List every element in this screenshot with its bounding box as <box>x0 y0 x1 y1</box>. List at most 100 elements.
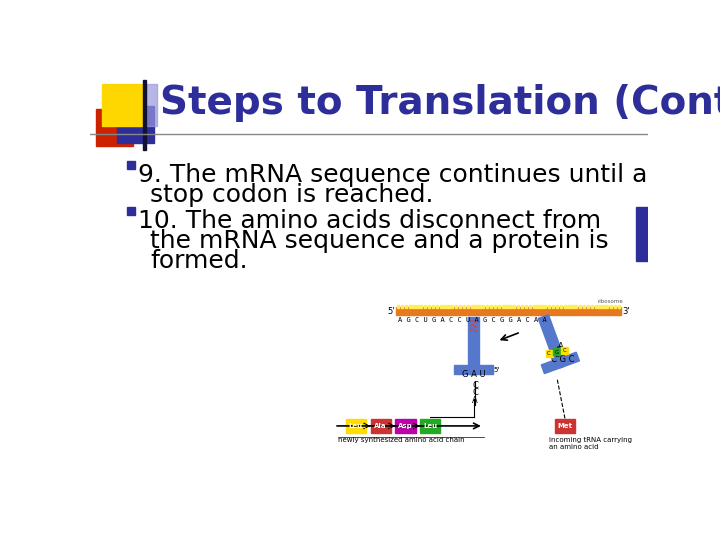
Bar <box>579 305 581 308</box>
Bar <box>546 350 553 356</box>
Bar <box>540 305 543 308</box>
Text: 3': 3' <box>622 307 630 316</box>
Bar <box>102 84 144 126</box>
Bar <box>505 305 508 308</box>
Text: Met: Met <box>557 423 572 429</box>
Bar <box>444 305 446 308</box>
Bar <box>436 305 438 308</box>
Text: G: G <box>554 349 559 354</box>
Bar <box>447 305 449 308</box>
Text: ribosome: ribosome <box>598 299 624 304</box>
Bar <box>408 305 411 308</box>
Bar <box>117 106 154 143</box>
Bar <box>614 305 616 308</box>
Bar <box>536 305 539 308</box>
Bar <box>405 305 407 308</box>
Text: formed.: formed. <box>150 249 248 273</box>
Text: Leu: Leu <box>348 423 363 429</box>
Text: C G C: C G C <box>551 355 575 363</box>
Bar <box>467 305 469 308</box>
Bar <box>571 305 574 308</box>
Text: 10. The amino acids disconnect from: 10. The amino acids disconnect from <box>138 209 601 233</box>
Text: 9. The mRNA sequence continues until a: 9. The mRNA sequence continues until a <box>138 163 647 187</box>
Bar <box>145 84 158 126</box>
Bar <box>346 419 366 433</box>
Bar <box>575 305 577 308</box>
Bar <box>525 305 527 308</box>
Bar <box>428 305 431 308</box>
Bar <box>395 419 415 433</box>
Bar <box>559 305 562 308</box>
Bar <box>474 305 477 308</box>
Bar <box>541 352 580 374</box>
Bar <box>482 305 485 308</box>
Bar <box>454 365 493 374</box>
Bar <box>396 307 621 315</box>
Text: C: C <box>472 388 478 397</box>
Bar <box>490 305 492 308</box>
Bar <box>420 419 441 433</box>
Bar <box>610 305 612 308</box>
Bar <box>416 305 418 308</box>
Text: A: A <box>472 396 478 405</box>
Text: Ala: Ala <box>374 423 387 429</box>
Text: 5': 5' <box>494 367 500 373</box>
Bar <box>127 161 135 168</box>
Bar <box>468 316 479 367</box>
Bar <box>432 305 434 308</box>
Bar <box>602 305 605 308</box>
Bar <box>533 305 535 308</box>
Bar <box>439 305 442 308</box>
Bar <box>424 305 426 308</box>
Bar <box>486 305 488 308</box>
Bar <box>555 419 575 433</box>
Bar <box>595 305 597 308</box>
Text: G: G <box>556 346 562 355</box>
Bar <box>459 305 462 308</box>
Bar <box>478 305 481 308</box>
Bar <box>606 305 608 308</box>
Bar <box>556 305 558 308</box>
Bar <box>539 315 564 362</box>
Bar <box>502 305 504 308</box>
Bar <box>583 305 585 308</box>
Text: Leu: Leu <box>423 423 437 429</box>
Bar <box>521 305 523 308</box>
Bar <box>509 305 512 308</box>
Bar <box>401 305 403 308</box>
Bar <box>96 109 133 146</box>
Text: the mRNA sequence and a protein is: the mRNA sequence and a protein is <box>150 229 609 253</box>
Bar <box>564 305 566 308</box>
Bar <box>494 305 496 308</box>
Bar <box>561 347 568 354</box>
Ellipse shape <box>466 364 482 375</box>
Text: C: C <box>547 351 551 356</box>
Text: stop codon is reached.: stop codon is reached. <box>150 183 434 207</box>
Text: A: A <box>558 342 564 351</box>
Bar <box>587 305 589 308</box>
Text: incoming tRNA carrying
an amino acid: incoming tRNA carrying an amino acid <box>549 437 632 450</box>
Bar <box>413 305 415 308</box>
Text: Asp: Asp <box>398 423 413 429</box>
Text: Steps to Translation (Cont.): Steps to Translation (Cont.) <box>160 84 720 122</box>
Bar <box>127 207 135 215</box>
Bar <box>517 305 519 308</box>
Bar <box>371 419 391 433</box>
Bar <box>598 305 600 308</box>
Bar <box>498 305 500 308</box>
Bar <box>451 305 454 308</box>
Bar <box>143 80 145 150</box>
Bar <box>528 305 531 308</box>
Text: C: C <box>554 350 559 359</box>
Ellipse shape <box>554 358 567 368</box>
Bar <box>567 305 570 308</box>
Bar <box>397 305 399 308</box>
Bar <box>618 305 620 308</box>
Bar <box>463 305 465 308</box>
Bar <box>590 305 593 308</box>
Bar <box>513 305 516 308</box>
Bar <box>544 305 546 308</box>
Text: C: C <box>472 381 478 390</box>
Bar <box>554 348 560 355</box>
Text: C: C <box>562 348 566 353</box>
